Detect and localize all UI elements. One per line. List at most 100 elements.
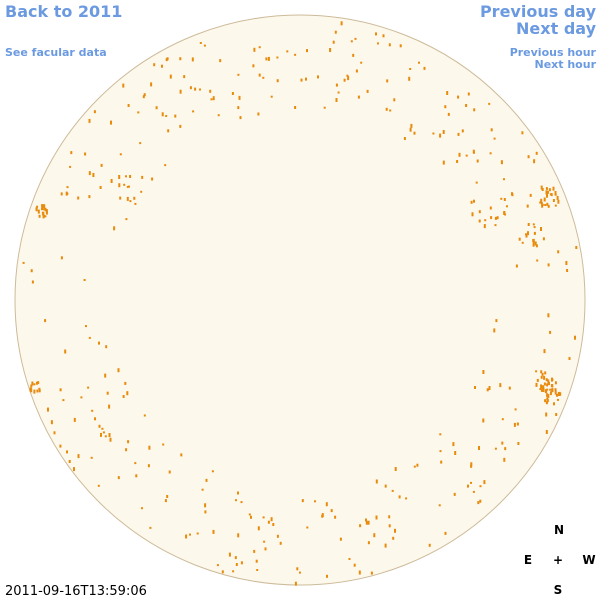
facula-dot [68, 460, 71, 463]
back-link[interactable]: Back to 2011 [5, 2, 122, 21]
facula-dot [30, 269, 33, 273]
facula-dot [513, 422, 516, 427]
facula-dot [547, 380, 550, 384]
facula-dot [143, 93, 146, 97]
facula-dot [43, 204, 46, 209]
facula-dot [109, 437, 112, 442]
facula-dot [556, 393, 558, 397]
facula-dot [551, 377, 553, 382]
compass-east: E [524, 553, 532, 567]
facula-dot [494, 216, 497, 220]
facula-dot [44, 207, 47, 210]
facula-dot [543, 375, 546, 380]
facula-dot [552, 186, 555, 191]
facula-dot [500, 160, 503, 165]
facula-dot [413, 131, 416, 135]
facula-dot [104, 435, 107, 438]
facula-dot [77, 454, 80, 459]
facula-dot [240, 561, 243, 565]
facula-dot [488, 102, 491, 105]
facula-dot [554, 193, 557, 196]
facular-link[interactable]: See facular data [5, 46, 107, 59]
facula-dot [547, 379, 550, 382]
facula-dot [546, 193, 548, 198]
facula-dot [300, 78, 303, 82]
next-hour-link[interactable]: Next hour [535, 58, 597, 71]
facula-dot [377, 42, 379, 45]
facula-dot [547, 394, 550, 399]
facula-dot [350, 40, 353, 43]
compass-north: N [554, 523, 564, 537]
facula-dot [541, 372, 544, 376]
facula-dot [382, 34, 385, 38]
facula-dot [88, 195, 91, 199]
facula-dot [549, 388, 552, 391]
next-day-link[interactable]: Next day [516, 19, 597, 38]
facula-dot [166, 57, 169, 61]
facula-dot [22, 261, 25, 264]
facula-dot [317, 75, 319, 79]
facula-dot [500, 197, 503, 200]
previous-hour-link[interactable]: Previous hour [510, 46, 597, 59]
facula-dot [140, 190, 143, 193]
facula-dot [98, 424, 101, 428]
facula-dot [493, 137, 496, 140]
facula-dot [110, 179, 113, 183]
facula-dot [31, 381, 34, 386]
facula-dot [237, 73, 240, 76]
facula-dot [204, 510, 207, 514]
facula-dot [348, 558, 351, 560]
facula-dot [352, 53, 355, 57]
facula-dot [44, 209, 47, 212]
facula-dot [544, 399, 547, 403]
facula-dot [122, 83, 125, 88]
facula-dot [489, 206, 492, 210]
facula-dot [554, 204, 557, 207]
facula-dot [125, 448, 128, 452]
facula-dot [457, 95, 460, 99]
facula-dot [209, 89, 212, 93]
facula-dot [153, 63, 156, 67]
facula-dot [540, 198, 543, 202]
facula-dot [164, 499, 167, 503]
facula-dot [532, 239, 535, 242]
facula-dot [142, 95, 145, 99]
facula-dot [150, 82, 153, 87]
facula-dot [392, 536, 395, 540]
facula-dot [526, 204, 529, 208]
facula-layer [22, 21, 578, 586]
facula-dot [454, 451, 457, 455]
facula-dot [410, 123, 413, 128]
facula-dot [162, 443, 165, 446]
facula-dot [458, 152, 461, 157]
facula-dot [544, 371, 547, 375]
facula-dot [334, 30, 337, 34]
facula-dot [38, 387, 41, 390]
facula-dot [515, 264, 518, 268]
facula-dot [129, 200, 132, 203]
facula-dot [90, 456, 93, 459]
previous-day-link[interactable]: Previous day [480, 2, 597, 21]
facula-dot [365, 518, 367, 522]
compass-south: S [554, 583, 563, 597]
facula-dot [60, 256, 63, 260]
facula-dot [237, 106, 240, 110]
facula-dot [418, 61, 420, 64]
facula-dot [279, 541, 282, 545]
facula-dot [483, 224, 486, 229]
facula-dot [301, 499, 304, 503]
facula-dot [511, 193, 514, 197]
facula-dot [262, 76, 265, 79]
facula-dot [270, 95, 273, 98]
facula-dot [36, 389, 39, 393]
facula-dot [484, 219, 487, 222]
facula-dot [545, 187, 548, 191]
facula-dot [506, 205, 508, 208]
facula-dot [36, 381, 38, 385]
facula-dot [409, 127, 412, 132]
facula-dot [104, 373, 107, 378]
facula-dot [467, 484, 469, 488]
facula-dot [294, 581, 297, 586]
facula-dot [439, 433, 442, 436]
facula-dot [250, 515, 252, 519]
